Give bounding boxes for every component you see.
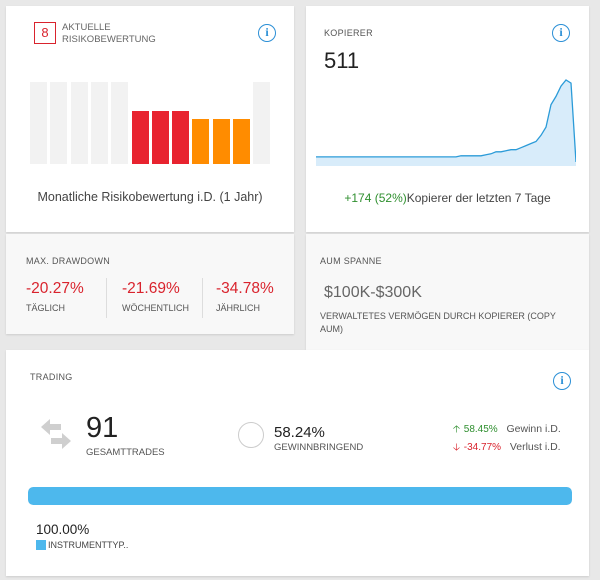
instrument-type-percent: 100.00% <box>36 522 90 537</box>
risk-bar <box>192 118 210 164</box>
risk-bar <box>70 82 88 164</box>
avg-gain-row: 🡡 58.45% Gewinn i.D. <box>452 422 561 439</box>
risk-subtitle: Monatliche Risikobewertung i.D. (1 Jahr) <box>37 190 263 204</box>
copiers-change-label: Kopierer der letzten 7 Tage <box>406 191 551 205</box>
max-drawdown-card: MAX. DRAWDOWN -20.27% TÄGLICH -21.69% WÖ… <box>6 234 294 334</box>
drawdown-value: -34.78% <box>216 280 274 297</box>
risk-bar <box>253 82 271 164</box>
drawdown-weekly: -21.69% WÖCHENTLICH <box>122 280 212 313</box>
copiers-trend-chart <box>316 79 576 166</box>
drawdown-label: TÄGLICH <box>26 303 66 313</box>
aum-range-card: AUM SPANNE $100K-$300K VERWALTETES VERMÖ… <box>306 234 589 350</box>
avg-gain-value: 58.45% <box>463 424 498 435</box>
win-rate-ring-icon <box>238 422 264 448</box>
avg-loss-label: Verlust i.D. <box>509 441 561 453</box>
drawdown-title: MAX. DRAWDOWN <box>26 256 111 266</box>
instrument-type-bar-fill <box>28 487 572 505</box>
instrument-type-label: INSTRUMENTTYP.. <box>48 540 129 550</box>
win-rate-value: 58.24% <box>274 424 325 441</box>
divider <box>106 278 107 318</box>
total-trades-value: 91 <box>86 412 119 444</box>
drawdown-value: -20.27% <box>26 280 84 297</box>
avg-gain-label: Gewinn i.D. <box>506 423 561 435</box>
aum-title: AUM SPANNE <box>320 256 382 266</box>
risk-bar <box>151 110 169 164</box>
drawdown-label: WÖCHENTLICH <box>122 303 189 313</box>
legend-swatch <box>36 540 46 550</box>
copiers-count: 511 <box>324 48 360 73</box>
risk-bar <box>233 118 250 164</box>
arrow-down-icon: 🡣 <box>452 442 461 453</box>
win-rate-label: GEWINNBRINGEND <box>274 442 364 453</box>
copiers-trend-line <box>316 79 576 163</box>
trading-card: TRADING i 91 GESAMTTRADES 58.24% GEWINNB… <box>6 350 589 576</box>
instrument-type-bar[interactable] <box>28 487 572 505</box>
info-icon[interactable]: i <box>552 24 570 42</box>
risk-bar <box>131 110 149 164</box>
drawdown-value: -21.69% <box>122 280 180 297</box>
risk-bar <box>30 82 47 164</box>
copiers-trend-area <box>316 80 576 166</box>
copiers-change-text: +174 (52%)Kopierer der letzten 7 Tage <box>306 191 589 205</box>
risk-bar <box>212 118 230 164</box>
divider <box>202 278 203 318</box>
drawdown-yearly: -34.78% JÄHRLICH <box>216 280 306 313</box>
risk-bar <box>111 82 129 164</box>
trading-title: TRADING <box>30 372 73 382</box>
total-trades-label: GESAMTTRADES <box>86 447 165 458</box>
copiers-card: KOPIERER 511 i +174 (52%)Kopierer der le… <box>306 6 589 232</box>
risk-bar <box>172 110 190 164</box>
info-icon[interactable]: i <box>258 24 276 42</box>
risk-score-badge: 8 <box>34 22 56 44</box>
risk-bar <box>50 82 68 164</box>
drawdown-label: JÄHRLICH <box>216 303 261 313</box>
risk-score-title: AKTUELLE RISIKOBEWERTUNG <box>62 22 156 45</box>
aum-value: $100K-$300K <box>324 284 422 301</box>
risk-score-card: 8 AKTUELLE RISIKOBEWERTUNG i Monatliche … <box>6 6 294 232</box>
drawdown-daily: -20.27% TÄGLICH <box>26 280 116 313</box>
copiers-change-value: +174 (52%) <box>344 191 407 205</box>
copiers-title: KOPIERER <box>324 28 373 38</box>
avg-loss-row: 🡣 -34.77% Verlust i.D. <box>452 440 561 457</box>
avg-loss-value: -34.77% <box>463 442 502 453</box>
swap-arrows-icon <box>41 419 71 449</box>
instrument-type-legend: INSTRUMENTTYP.. <box>36 540 128 550</box>
arrow-up-icon: 🡡 <box>452 424 461 435</box>
info-icon[interactable]: i <box>553 372 571 390</box>
risk-bar-chart <box>30 82 274 164</box>
aum-description: VERWALTETES VERMÖGEN DURCH KOPIERER (COP… <box>320 311 556 334</box>
risk-bar <box>90 82 108 164</box>
